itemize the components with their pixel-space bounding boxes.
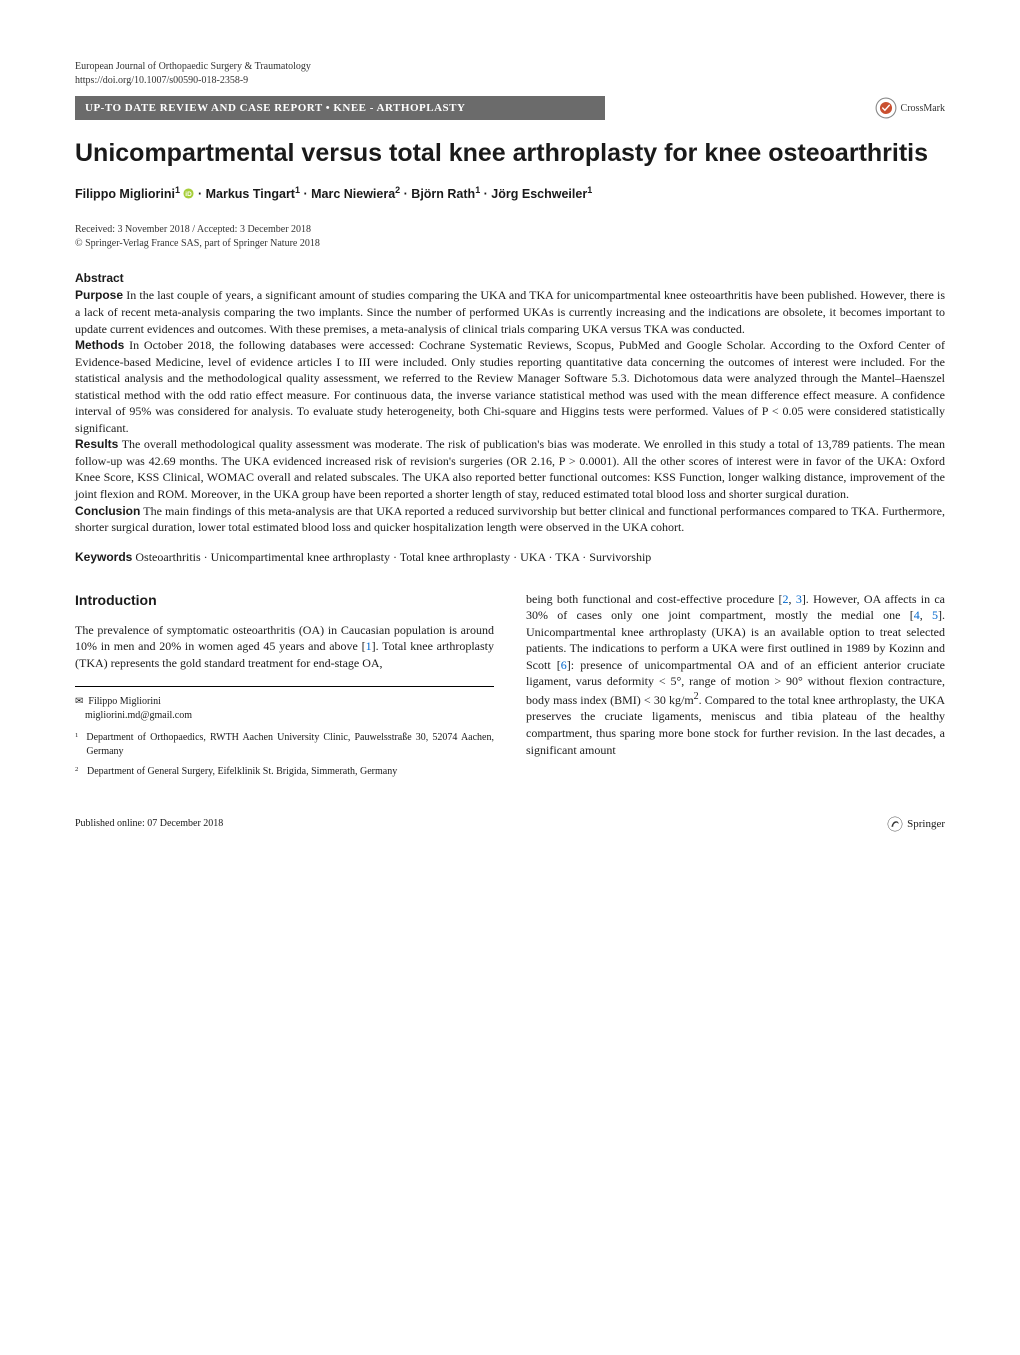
keywords-label: Keywords xyxy=(75,550,132,564)
journal-header: European Journal of Orthopaedic Surgery … xyxy=(75,60,945,88)
abstract-purpose: Purpose In the last couple of years, a s… xyxy=(75,288,945,335)
article-title: Unicompartmental versus total knee arthr… xyxy=(75,138,945,169)
introduction-paragraph-1: The prevalence of symptomatic osteoarthr… xyxy=(75,622,494,672)
keywords-line: Keywords Osteoarthritis · Unicompartimen… xyxy=(75,550,945,565)
keywords-values: Osteoarthritis · Unicompartimental knee … xyxy=(135,550,651,564)
corresponding-email: migliorini.md@gmail.com xyxy=(85,710,192,721)
springer-horse-icon xyxy=(886,815,904,833)
category-bar: UP-TO DATE REVIEW AND CASE REPORT • KNEE… xyxy=(75,96,605,120)
envelope-icon: ✉ xyxy=(75,696,83,707)
abstract-results: Results The overall methodological quali… xyxy=(75,437,945,501)
affiliation-1: 1Department of Orthopaedics, RWTH Aachen… xyxy=(75,731,494,759)
footnotes: ✉ Filippo Migliorini migliorini.md@gmail… xyxy=(75,686,494,779)
crossmark-icon xyxy=(875,97,897,119)
authors-line: Filippo Migliorini1 iD · Markus Tingart1… xyxy=(75,185,945,201)
introduction-heading: Introduction xyxy=(75,591,494,610)
journal-name: European Journal of Orthopaedic Surgery … xyxy=(75,60,945,74)
introduction-paragraph-2: being both functional and cost-effective… xyxy=(526,591,945,758)
abstract-body: Purpose In the last couple of years, a s… xyxy=(75,287,945,535)
abstract-conclusion: Conclusion The main findings of this met… xyxy=(75,504,945,535)
corresponding-author: ✉ Filippo Migliorini migliorini.md@gmail… xyxy=(75,695,494,723)
copyright-line: © Springer-Verlag France SAS, part of Sp… xyxy=(75,237,945,251)
affiliation-2: 2Department of General Surgery, Eifelkli… xyxy=(75,765,494,779)
crossmark-badge[interactable]: CrossMark xyxy=(875,97,945,119)
publisher-name: Springer xyxy=(907,818,945,830)
page-footer: Published online: 07 December 2018 Sprin… xyxy=(75,815,945,833)
article-dates: Received: 3 November 2018 / Accepted: 3 … xyxy=(75,223,945,251)
crossmark-label: CrossMark xyxy=(901,103,945,114)
body-columns: Introduction The prevalence of symptomat… xyxy=(75,591,945,785)
journal-doi: https://doi.org/10.1007/s00590-018-2358-… xyxy=(75,74,945,88)
received-accepted: Received: 3 November 2018 / Accepted: 3 … xyxy=(75,223,945,237)
svg-text:iD: iD xyxy=(186,191,193,198)
published-online: Published online: 07 December 2018 xyxy=(75,818,223,829)
abstract-methods: Methods In October 2018, the following d… xyxy=(75,338,945,435)
publisher-logo: Springer xyxy=(886,815,945,833)
category-row: UP-TO DATE REVIEW AND CASE REPORT • KNEE… xyxy=(75,96,945,120)
corresponding-name: Filippo Migliorini xyxy=(88,696,161,707)
abstract-heading: Abstract xyxy=(75,271,945,285)
